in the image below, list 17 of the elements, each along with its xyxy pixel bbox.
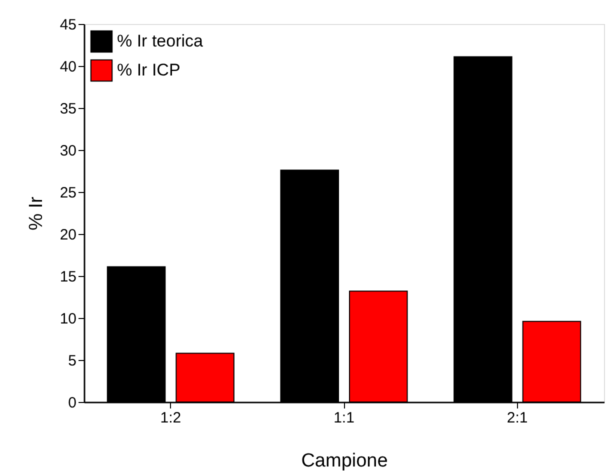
y-tick-label: 20	[60, 226, 76, 244]
legend-label: % Ir teorica	[117, 32, 204, 50]
x-tick-label: 1:1	[334, 410, 354, 426]
y-tick-label: 15	[60, 268, 76, 286]
y-tick-label: 30	[60, 142, 76, 160]
y-tick-label: 10	[60, 310, 76, 328]
y-tick-label: 25	[60, 184, 76, 202]
x-axis-title: Campione	[301, 450, 388, 472]
y-tick-label: 45	[60, 16, 76, 34]
y-tick-label: 0	[68, 394, 76, 412]
x-tick-label: 1:2	[160, 410, 182, 426]
y-tick-label: 35	[60, 100, 76, 118]
y-axis-title: % Ir	[26, 196, 47, 230]
x-tick-label: 2:1	[506, 410, 528, 426]
y-tick-label: 40	[60, 58, 76, 76]
legend-label: % Ir ICP	[117, 60, 180, 80]
y-tick-label: 5	[68, 352, 76, 370]
